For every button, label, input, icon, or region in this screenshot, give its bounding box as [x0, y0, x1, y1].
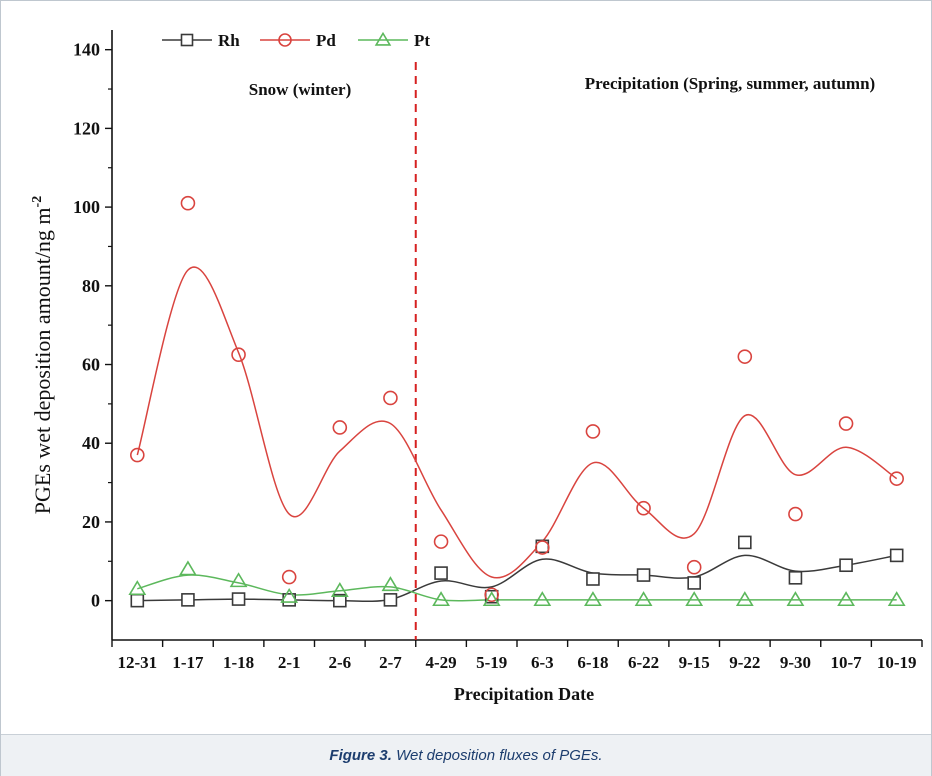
point-pd	[484, 587, 499, 603]
point-rh	[333, 593, 347, 608]
legend-marker-pd	[278, 33, 292, 47]
point-pt	[584, 591, 602, 607]
y-tick-label: 20	[82, 512, 100, 532]
x-tick-label: 12-31	[117, 653, 157, 672]
point-pd	[535, 540, 550, 555]
legend-label-rh: Rh	[218, 31, 240, 50]
point-rh	[434, 566, 448, 580]
x-axis-label: Precipitation Date	[454, 684, 594, 704]
point-pd	[636, 500, 651, 516]
x-tick-label: 2-1	[278, 653, 301, 672]
point-pd	[737, 349, 753, 364]
chart: 0 20 40 60 80 100 120 140 12-31 1-17 1-18 2-1 2-6 2-7…	[30, 30, 923, 704]
legend-marker-pt	[374, 31, 392, 46]
trend-line-pt	[137, 574, 897, 602]
x-tick-label: 6-22	[628, 653, 659, 672]
x-tick-label: 2-7	[379, 653, 402, 672]
legend-marker-rh	[180, 33, 194, 47]
marker-layer	[128, 195, 906, 608]
point-rh	[383, 593, 398, 607]
legend-label-pt: Pt	[414, 31, 430, 50]
figure-caption-text: Wet deposition fluxes of PGEs.	[391, 747, 603, 764]
x-tick-label: 6-3	[531, 653, 554, 672]
x-tick-label: 9-15	[679, 653, 710, 672]
point-pt	[128, 580, 147, 596]
point-pd	[686, 559, 702, 575]
x-tick-label: 6-18	[577, 653, 608, 672]
point-rh	[788, 571, 803, 585]
x-tick-label: 1-18	[223, 653, 254, 672]
point-pt	[381, 576, 400, 592]
point-rh	[738, 535, 752, 550]
point-pd	[788, 506, 803, 522]
point-pt	[330, 582, 349, 598]
point-rh	[889, 548, 904, 563]
point-rh	[181, 593, 195, 607]
y-tick-label: 40	[82, 433, 100, 453]
point-pd	[889, 471, 904, 486]
point-pt	[685, 591, 704, 607]
trend-layer	[136, 266, 898, 603]
point-rh	[687, 576, 701, 590]
x-tick-label: 10-19	[877, 653, 917, 672]
annotation-snow-winter: Snow (winter)	[249, 80, 351, 99]
annotation-precipitation-seasons: Precipitation (Spring, summer, autumn)	[585, 74, 875, 93]
point-rh	[231, 592, 246, 606]
x-tick-label: 9-30	[780, 653, 811, 672]
x-tick-label: 9-22	[729, 653, 760, 672]
point-pd	[180, 195, 196, 211]
point-pd	[433, 534, 449, 549]
axes-layer: 0 20 40 60 80 100 120 140 12-31 1-17 1-18 2-1 2-6 2-7…	[73, 30, 923, 672]
y-tick-label: 60	[82, 355, 100, 375]
point-pd	[332, 420, 348, 435]
point-pt	[786, 591, 805, 607]
y-tick-label: 100	[73, 197, 100, 217]
y-axis-label: PGEs wet deposition amount/ng m-2	[30, 196, 55, 514]
point-pd	[838, 416, 854, 431]
y-tick-label: 120	[73, 118, 100, 138]
x-tick-label: 2-6	[328, 653, 351, 672]
point-pt	[634, 591, 653, 607]
point-pt	[432, 591, 450, 607]
trend-line-pd	[136, 266, 898, 579]
x-tick-label: 4-29	[425, 653, 456, 672]
point-pd	[585, 424, 601, 439]
point-pt	[229, 572, 248, 588]
figure-caption: Figure 3. Wet deposition fluxes of PGEs.	[329, 747, 602, 764]
caption-bar: Figure 3. Wet deposition fluxes of PGEs.	[1, 734, 931, 776]
x-tick-label: 1-17	[172, 653, 204, 672]
point-pt	[837, 591, 855, 607]
point-pd	[383, 390, 398, 406]
point-rh	[586, 572, 600, 586]
point-rh	[130, 593, 145, 608]
point-pt	[482, 591, 501, 607]
legend-layer: Rh Pd Pt	[162, 31, 430, 50]
y-tick-label: 0	[91, 591, 100, 611]
point-rh	[839, 558, 853, 573]
point-pt	[735, 591, 754, 607]
figure-caption-label: Figure 3.	[329, 747, 392, 764]
x-tick-label: 10-7	[830, 653, 862, 672]
trend-line-rh	[137, 554, 897, 603]
y-tick-label: 140	[73, 40, 100, 60]
point-pd	[231, 347, 246, 362]
point-rh	[636, 568, 651, 582]
point-pt	[887, 591, 906, 607]
legend-label-pd: Pd	[316, 31, 336, 50]
point-pt	[179, 560, 197, 576]
point-pt	[280, 587, 299, 603]
point-pd	[281, 569, 297, 585]
point-pt	[533, 591, 552, 607]
y-tick-label: 80	[82, 276, 100, 296]
x-tick-label: 5-19	[476, 653, 507, 672]
point-pd	[130, 447, 145, 463]
